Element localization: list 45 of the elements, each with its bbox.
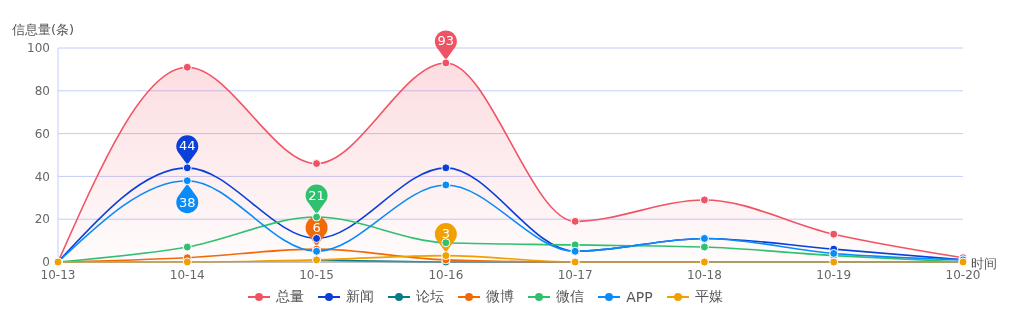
point xyxy=(570,216,580,226)
y-tick-label: 40 xyxy=(34,169,50,184)
legend-label: 总量 xyxy=(275,288,305,306)
point xyxy=(829,229,839,239)
y-tick-label: 100 xyxy=(27,41,50,56)
y-axis-title: 信息量(条) xyxy=(11,22,75,37)
point xyxy=(312,233,322,243)
y-tick-label: 80 xyxy=(34,84,50,99)
point xyxy=(182,242,192,252)
point xyxy=(441,163,451,173)
data-label: 21 xyxy=(308,187,325,203)
x-tick-label: 10-16 xyxy=(428,267,464,282)
point xyxy=(699,242,709,252)
point xyxy=(182,257,192,267)
y-tick-label: 60 xyxy=(34,126,50,141)
y-tick-label: 20 xyxy=(34,212,50,227)
point xyxy=(312,212,322,222)
x-tick-label: 10-17 xyxy=(557,267,593,282)
x-tick-label: 10-14 xyxy=(169,267,205,282)
point xyxy=(182,62,192,72)
legend-label: 论坛 xyxy=(415,288,445,306)
point xyxy=(441,251,451,261)
point xyxy=(441,238,451,248)
point xyxy=(182,176,192,186)
point xyxy=(441,180,451,190)
data-label: 3 xyxy=(441,226,450,242)
legend-label: 平媒 xyxy=(693,288,723,306)
legend-label: 微信 xyxy=(555,288,585,306)
x-tick-label: 10-13 xyxy=(40,267,76,282)
y-tick-label: 0 xyxy=(42,255,50,270)
point xyxy=(829,257,839,267)
data-label: 44 xyxy=(179,138,196,154)
point xyxy=(182,163,192,173)
legend-label: 新闻 xyxy=(345,288,375,306)
point xyxy=(441,58,451,68)
legend-label: 微博 xyxy=(485,288,515,306)
data-label: 38 xyxy=(179,195,196,211)
x-tick-label: 10-18 xyxy=(686,267,722,282)
x-tick-label: 10-15 xyxy=(299,267,335,282)
point xyxy=(699,195,709,205)
x-tick-label: 10-19 xyxy=(816,267,852,282)
legend-label: APP xyxy=(625,288,653,306)
data-label: 6 xyxy=(312,219,321,235)
data-label: 93 xyxy=(437,33,455,49)
point xyxy=(312,159,322,169)
